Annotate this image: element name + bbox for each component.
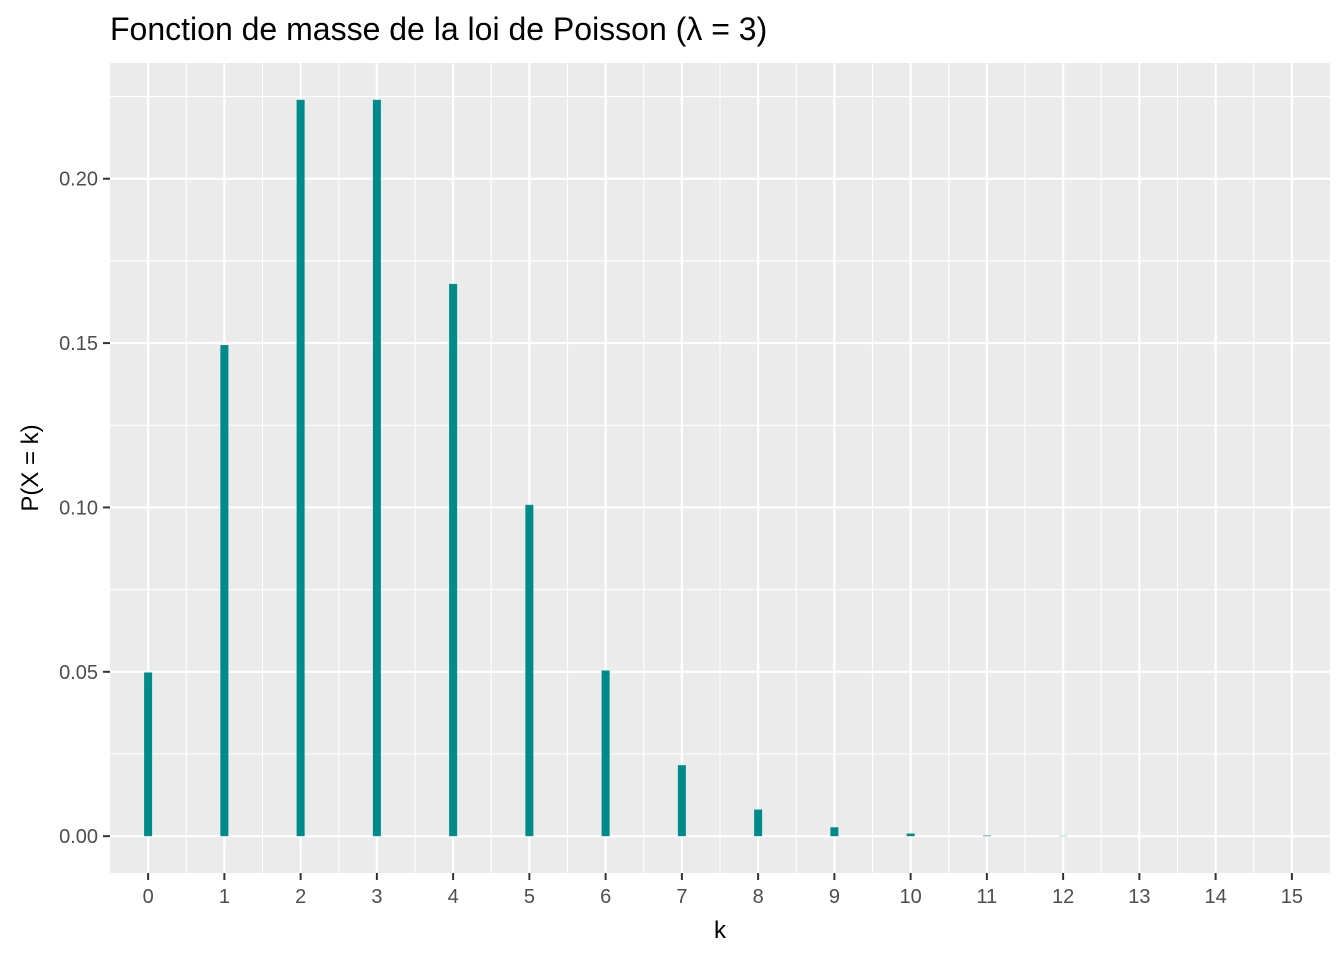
bar-k-7 [677, 765, 686, 837]
x-tick-label: 9 [829, 886, 840, 908]
bar-k-4 [449, 283, 458, 837]
x-tick-label: 7 [676, 886, 687, 908]
bar-k-8 [754, 809, 763, 837]
y-tick-label: 0.10 [59, 497, 98, 519]
bar-k-1 [220, 345, 229, 837]
x-tick-label: 1 [219, 886, 230, 908]
bars [144, 99, 1068, 837]
y-tick-label: 0.15 [59, 333, 98, 355]
x-tick-label: 5 [524, 886, 535, 908]
bar-k-11 [982, 835, 991, 837]
bar-k-2 [296, 99, 305, 837]
y-tick-label: 0.05 [59, 662, 98, 684]
x-tick-label: 4 [448, 886, 459, 908]
grid-minor [110, 63, 1330, 873]
x-tick-label: 11 [976, 886, 997, 908]
bar-k-9 [830, 827, 839, 837]
x-tick-label: 2 [295, 886, 306, 908]
x-axis-title: k [714, 917, 727, 944]
x-tick-label: 12 [1052, 886, 1074, 908]
bar-k-0 [144, 672, 153, 837]
bar-k-6 [601, 670, 610, 837]
y-tick-label: 0.00 [59, 826, 98, 848]
x-tick-label: 3 [371, 886, 382, 908]
y-axis-title: P(X = k) [17, 424, 44, 511]
y-axis: 0.00 0.05 0.10 0.15 0.20 [59, 169, 110, 848]
chart-title: Fonction de masse de la loi de Poisson (… [110, 11, 767, 47]
bar-k-3 [372, 99, 381, 837]
x-tick-label: 14 [1205, 886, 1227, 908]
x-tick-label: 15 [1281, 886, 1303, 908]
bar-k-10 [906, 833, 915, 837]
x-tick-label: 10 [900, 886, 922, 908]
x-tick-label: 6 [600, 886, 611, 908]
x-tick-label: 13 [1128, 886, 1150, 908]
x-axis: 0 1 2 3 4 5 6 7 8 9 10 11 12 13 14 15 [143, 873, 1303, 908]
x-tick-label: 0 [143, 886, 154, 908]
x-tick-label: 8 [753, 886, 764, 908]
bar-k-5 [525, 504, 534, 837]
y-tick-label: 0.20 [59, 169, 98, 191]
